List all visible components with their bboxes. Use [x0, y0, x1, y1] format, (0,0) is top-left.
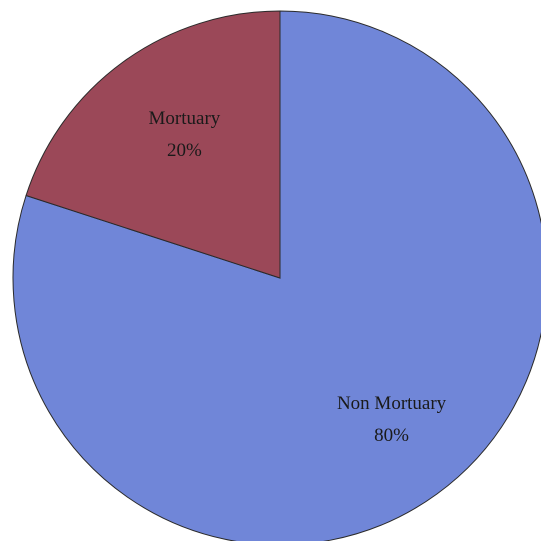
slice-label: Non Mortuary	[337, 393, 447, 414]
pie-slice	[12, 10, 541, 541]
slice-value-label: 20%	[167, 140, 202, 161]
slice-label: Mortuary	[149, 108, 221, 129]
slice-value-label: 80%	[374, 425, 409, 446]
pie-slice	[25, 10, 281, 279]
